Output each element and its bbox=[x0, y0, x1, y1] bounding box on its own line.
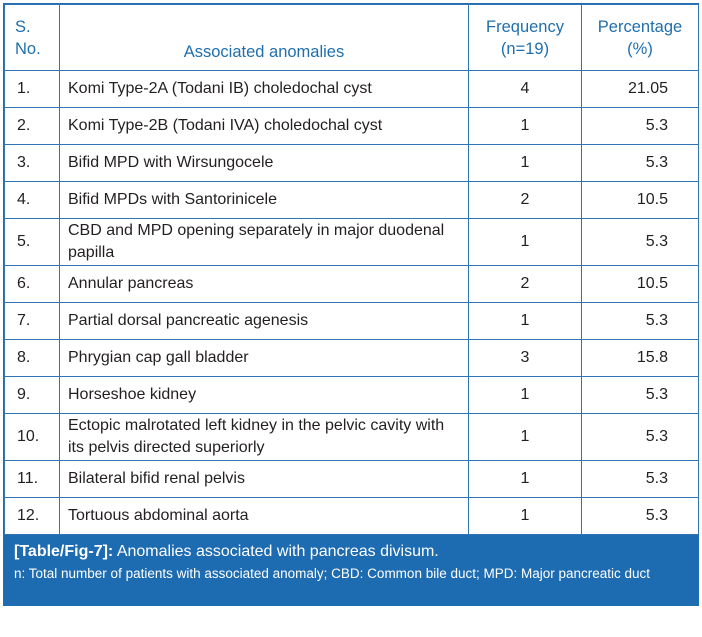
row-anomaly-cell: Partial dorsal pancreatic agenesis bbox=[59, 302, 469, 340]
row-anomaly-cell: CBD and MPD opening separately in major … bbox=[59, 218, 469, 266]
row-sno-cell: 8. bbox=[4, 339, 60, 377]
row-percentage-cell: 5.3 bbox=[581, 218, 699, 266]
header-associated-anomalies: Associated anomalies bbox=[59, 4, 469, 71]
caption-label: [Table/Fig-7]: bbox=[14, 543, 114, 560]
row-sno-cell: 7. bbox=[4, 302, 60, 340]
table-header-row: S. No. Associated anomalies Frequency (n… bbox=[4, 4, 699, 71]
row-sno-cell: 11. bbox=[4, 460, 60, 498]
row-frequency-cell: 1 bbox=[468, 413, 582, 461]
row-frequency-cell: 4 bbox=[468, 70, 582, 108]
header-percentage: Percentage (%) bbox=[581, 4, 699, 71]
row-percentage-cell: 5.3 bbox=[581, 413, 699, 461]
table-row: 11. Bilateral bifid renal pelvis 1 5.3 bbox=[4, 460, 699, 498]
table-row: 7. Partial dorsal pancreatic agenesis 1 5.3 bbox=[4, 302, 699, 340]
row-frequency-cell: 1 bbox=[468, 497, 582, 535]
row-anomaly-cell: Bifid MPDs with Santorinicele bbox=[59, 181, 469, 219]
row-frequency-cell: 2 bbox=[468, 181, 582, 219]
row-sno-cell: 4. bbox=[4, 181, 60, 219]
row-percentage-cell: 10.5 bbox=[581, 265, 699, 303]
row-anomaly-cell: Komi Type-2B (Todani IVA) choledochal cy… bbox=[59, 107, 469, 145]
row-frequency-cell: 1 bbox=[468, 376, 582, 414]
row-sno-cell: 5. bbox=[4, 218, 60, 266]
row-frequency-cell: 1 bbox=[468, 460, 582, 498]
table-row: 3. Bifid MPD with Wirsungocele 1 5.3 bbox=[4, 144, 699, 182]
caption-title-line: [Table/Fig-7]: Anomalies associated with… bbox=[14, 541, 688, 562]
table-row: 12. Tortuous abdominal aorta 1 5.3 bbox=[4, 497, 699, 535]
row-percentage-cell: 5.3 bbox=[581, 460, 699, 498]
row-anomaly-cell: Bifid MPD with Wirsungocele bbox=[59, 144, 469, 182]
table-row: 4. Bifid MPDs with Santorinicele 2 10.5 bbox=[4, 181, 699, 219]
row-frequency-cell: 1 bbox=[468, 144, 582, 182]
anomalies-table: S. No. Associated anomalies Frequency (n… bbox=[4, 4, 699, 535]
row-percentage-cell: 21.05 bbox=[581, 70, 699, 108]
table-row: 5. CBD and MPD opening separately in majo… bbox=[4, 218, 699, 266]
row-sno-cell: 12. bbox=[4, 497, 60, 535]
row-sno-cell: 3. bbox=[4, 144, 60, 182]
table-row: 9. Horseshoe kidney 1 5.3 bbox=[4, 376, 699, 414]
row-sno-cell: 2. bbox=[4, 107, 60, 145]
row-sno-cell: 10. bbox=[4, 413, 60, 461]
row-anomaly-cell: Bilateral bifid renal pelvis bbox=[59, 460, 469, 498]
row-percentage-cell: 5.3 bbox=[581, 376, 699, 414]
table-row: 1. Komi Type-2A (Todani IB) choledochal c… bbox=[4, 70, 699, 108]
caption-title: Anomalies associated with pancreas divis… bbox=[116, 543, 439, 560]
row-frequency-cell: 3 bbox=[468, 339, 582, 377]
table-body: 1. Komi Type-2A (Todani IB) choledochal c… bbox=[4, 70, 699, 535]
row-frequency-cell: 1 bbox=[468, 107, 582, 145]
row-sno-cell: 1. bbox=[4, 70, 60, 108]
row-anomaly-cell: Tortuous abdominal aorta bbox=[59, 497, 469, 535]
row-percentage-cell: 15.8 bbox=[581, 339, 699, 377]
row-anomaly-cell: Ectopic malrotated left kidney in the pe… bbox=[59, 413, 469, 461]
row-anomaly-cell: Phrygian cap gall bladder bbox=[59, 339, 469, 377]
row-frequency-cell: 2 bbox=[468, 265, 582, 303]
row-anomaly-cell: Komi Type-2A (Todani IB) choledochal cys… bbox=[59, 70, 469, 108]
row-anomaly-cell: Horseshoe kidney bbox=[59, 376, 469, 414]
row-percentage-cell: 5.3 bbox=[581, 497, 699, 535]
row-anomaly-cell: Annular pancreas bbox=[59, 265, 469, 303]
row-percentage-cell: 5.3 bbox=[581, 302, 699, 340]
caption-note: n: Total number of patients with associa… bbox=[14, 566, 651, 581]
header-sno: S. No. bbox=[4, 4, 60, 71]
header-frequency: Frequency (n=19) bbox=[468, 4, 582, 71]
row-percentage-cell: 5.3 bbox=[581, 144, 699, 182]
row-frequency-cell: 1 bbox=[468, 218, 582, 266]
table-row: 10. Ectopic malrotated left kidney in the… bbox=[4, 413, 699, 461]
table-row: 2. Komi Type-2B (Todani IVA) choledochal … bbox=[4, 107, 699, 145]
anomalies-table-figure: S. No. Associated anomalies Frequency (n… bbox=[3, 3, 699, 606]
row-sno-cell: 6. bbox=[4, 265, 60, 303]
row-percentage-cell: 5.3 bbox=[581, 107, 699, 145]
table-row: 6. Annular pancreas 2 10.5 bbox=[4, 265, 699, 303]
row-sno-cell: 9. bbox=[4, 376, 60, 414]
table-caption: [Table/Fig-7]: Anomalies associated with… bbox=[4, 535, 698, 605]
table-row: 8. Phrygian cap gall bladder 3 15.8 bbox=[4, 339, 699, 377]
row-percentage-cell: 10.5 bbox=[581, 181, 699, 219]
row-frequency-cell: 1 bbox=[468, 302, 582, 340]
